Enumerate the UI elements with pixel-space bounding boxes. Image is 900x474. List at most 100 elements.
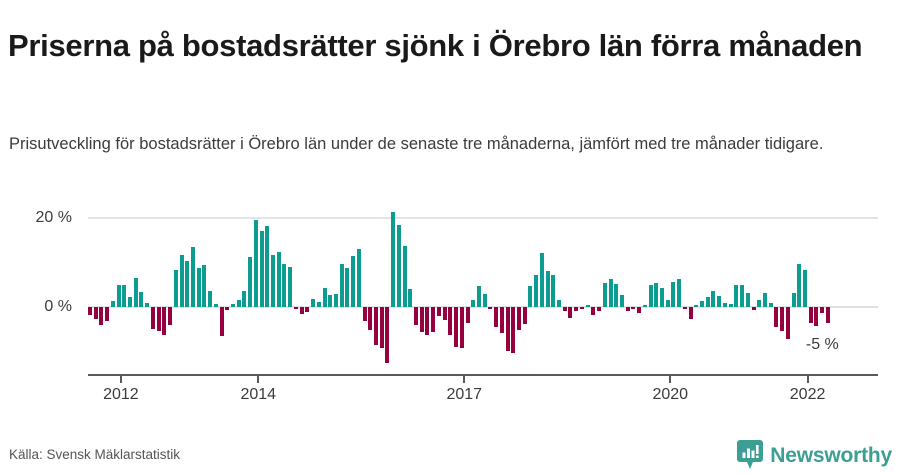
bar (322, 288, 327, 307)
bar (248, 256, 253, 307)
bar (591, 307, 596, 315)
bar (150, 307, 155, 330)
bar (374, 307, 378, 346)
bar (425, 307, 430, 335)
bar (431, 307, 436, 332)
bar (105, 307, 110, 322)
bar (185, 260, 190, 307)
bar (494, 307, 499, 327)
bar (471, 299, 476, 307)
bar (534, 274, 539, 307)
bar (711, 290, 716, 307)
x-axis-tick-mark (463, 376, 466, 383)
bar (139, 291, 144, 307)
bar (396, 225, 401, 307)
bar (808, 307, 813, 324)
bar (476, 285, 481, 307)
x-axis-tick-mark (257, 376, 260, 383)
x-axis-tick-label: 2014 (240, 386, 277, 403)
bar (728, 304, 733, 307)
bar (208, 291, 213, 307)
bar (179, 255, 184, 307)
newsworthy-logo[interactable]: Newsworthy (737, 440, 892, 470)
chart-subtitle: Prisutveckling för bostadsrätter i Örebr… (9, 134, 824, 153)
bar (522, 307, 527, 325)
bar (511, 307, 516, 354)
bar (333, 293, 338, 307)
bar (682, 307, 687, 310)
page-title: Priserna på bostadsrätter sjönk i Örebro… (8, 27, 863, 63)
bar (608, 278, 613, 307)
bar (568, 307, 573, 318)
bar (110, 300, 115, 307)
bar (745, 292, 750, 307)
bar (236, 299, 241, 307)
bar (654, 282, 659, 307)
bar (585, 305, 590, 307)
bar (797, 263, 802, 307)
bar (88, 307, 92, 316)
bar (459, 307, 464, 348)
annotation-minus-5: -5 % (805, 336, 839, 353)
bar (705, 296, 710, 307)
bar (677, 278, 682, 307)
bar (213, 304, 218, 307)
bar (631, 307, 636, 309)
bar (499, 307, 504, 334)
bar (311, 298, 316, 307)
bar (202, 265, 207, 307)
bar (579, 307, 584, 309)
bar (345, 268, 350, 307)
bar (660, 288, 664, 307)
bar (820, 307, 825, 314)
bar (288, 267, 293, 307)
bar (482, 293, 487, 307)
bar (414, 307, 419, 325)
bar (133, 278, 138, 307)
bar (551, 274, 556, 307)
bar (436, 307, 441, 316)
x-axis-tick-mark (119, 376, 122, 383)
bar (299, 307, 304, 314)
newsworthy-mark-icon (737, 440, 764, 469)
bar (642, 305, 647, 307)
bar (562, 307, 567, 311)
bar (362, 307, 367, 322)
x-axis-line (88, 374, 878, 376)
bar (168, 307, 173, 326)
bar (242, 290, 247, 307)
x-axis-tick-mark (669, 376, 672, 383)
bar (791, 292, 796, 307)
bar (351, 256, 356, 307)
bar (408, 288, 413, 307)
bar (128, 297, 133, 307)
bar (717, 296, 722, 307)
bar (99, 307, 104, 325)
bar (259, 231, 264, 307)
bar (671, 282, 676, 307)
bar (276, 252, 281, 307)
bar (539, 253, 544, 307)
bar (780, 307, 785, 332)
bar (328, 295, 333, 307)
bar (253, 220, 258, 307)
bar (271, 255, 276, 307)
bar (385, 307, 390, 364)
bar (305, 307, 310, 313)
brand-name: Newsworthy (770, 443, 892, 467)
bar (145, 302, 150, 307)
bar (116, 285, 121, 307)
bar (700, 301, 705, 307)
bar (173, 269, 178, 307)
bar (734, 284, 739, 307)
bar (648, 284, 653, 307)
bar (751, 307, 756, 310)
x-axis-ticks: 2012 2014 2017 2020 2022 (0, 200, 900, 403)
gridline-zero (88, 306, 878, 308)
bar (190, 247, 195, 307)
bar (785, 307, 790, 340)
bar (774, 307, 779, 328)
bar (825, 307, 830, 324)
x-axis-tick-label: 2020 (652, 386, 689, 403)
